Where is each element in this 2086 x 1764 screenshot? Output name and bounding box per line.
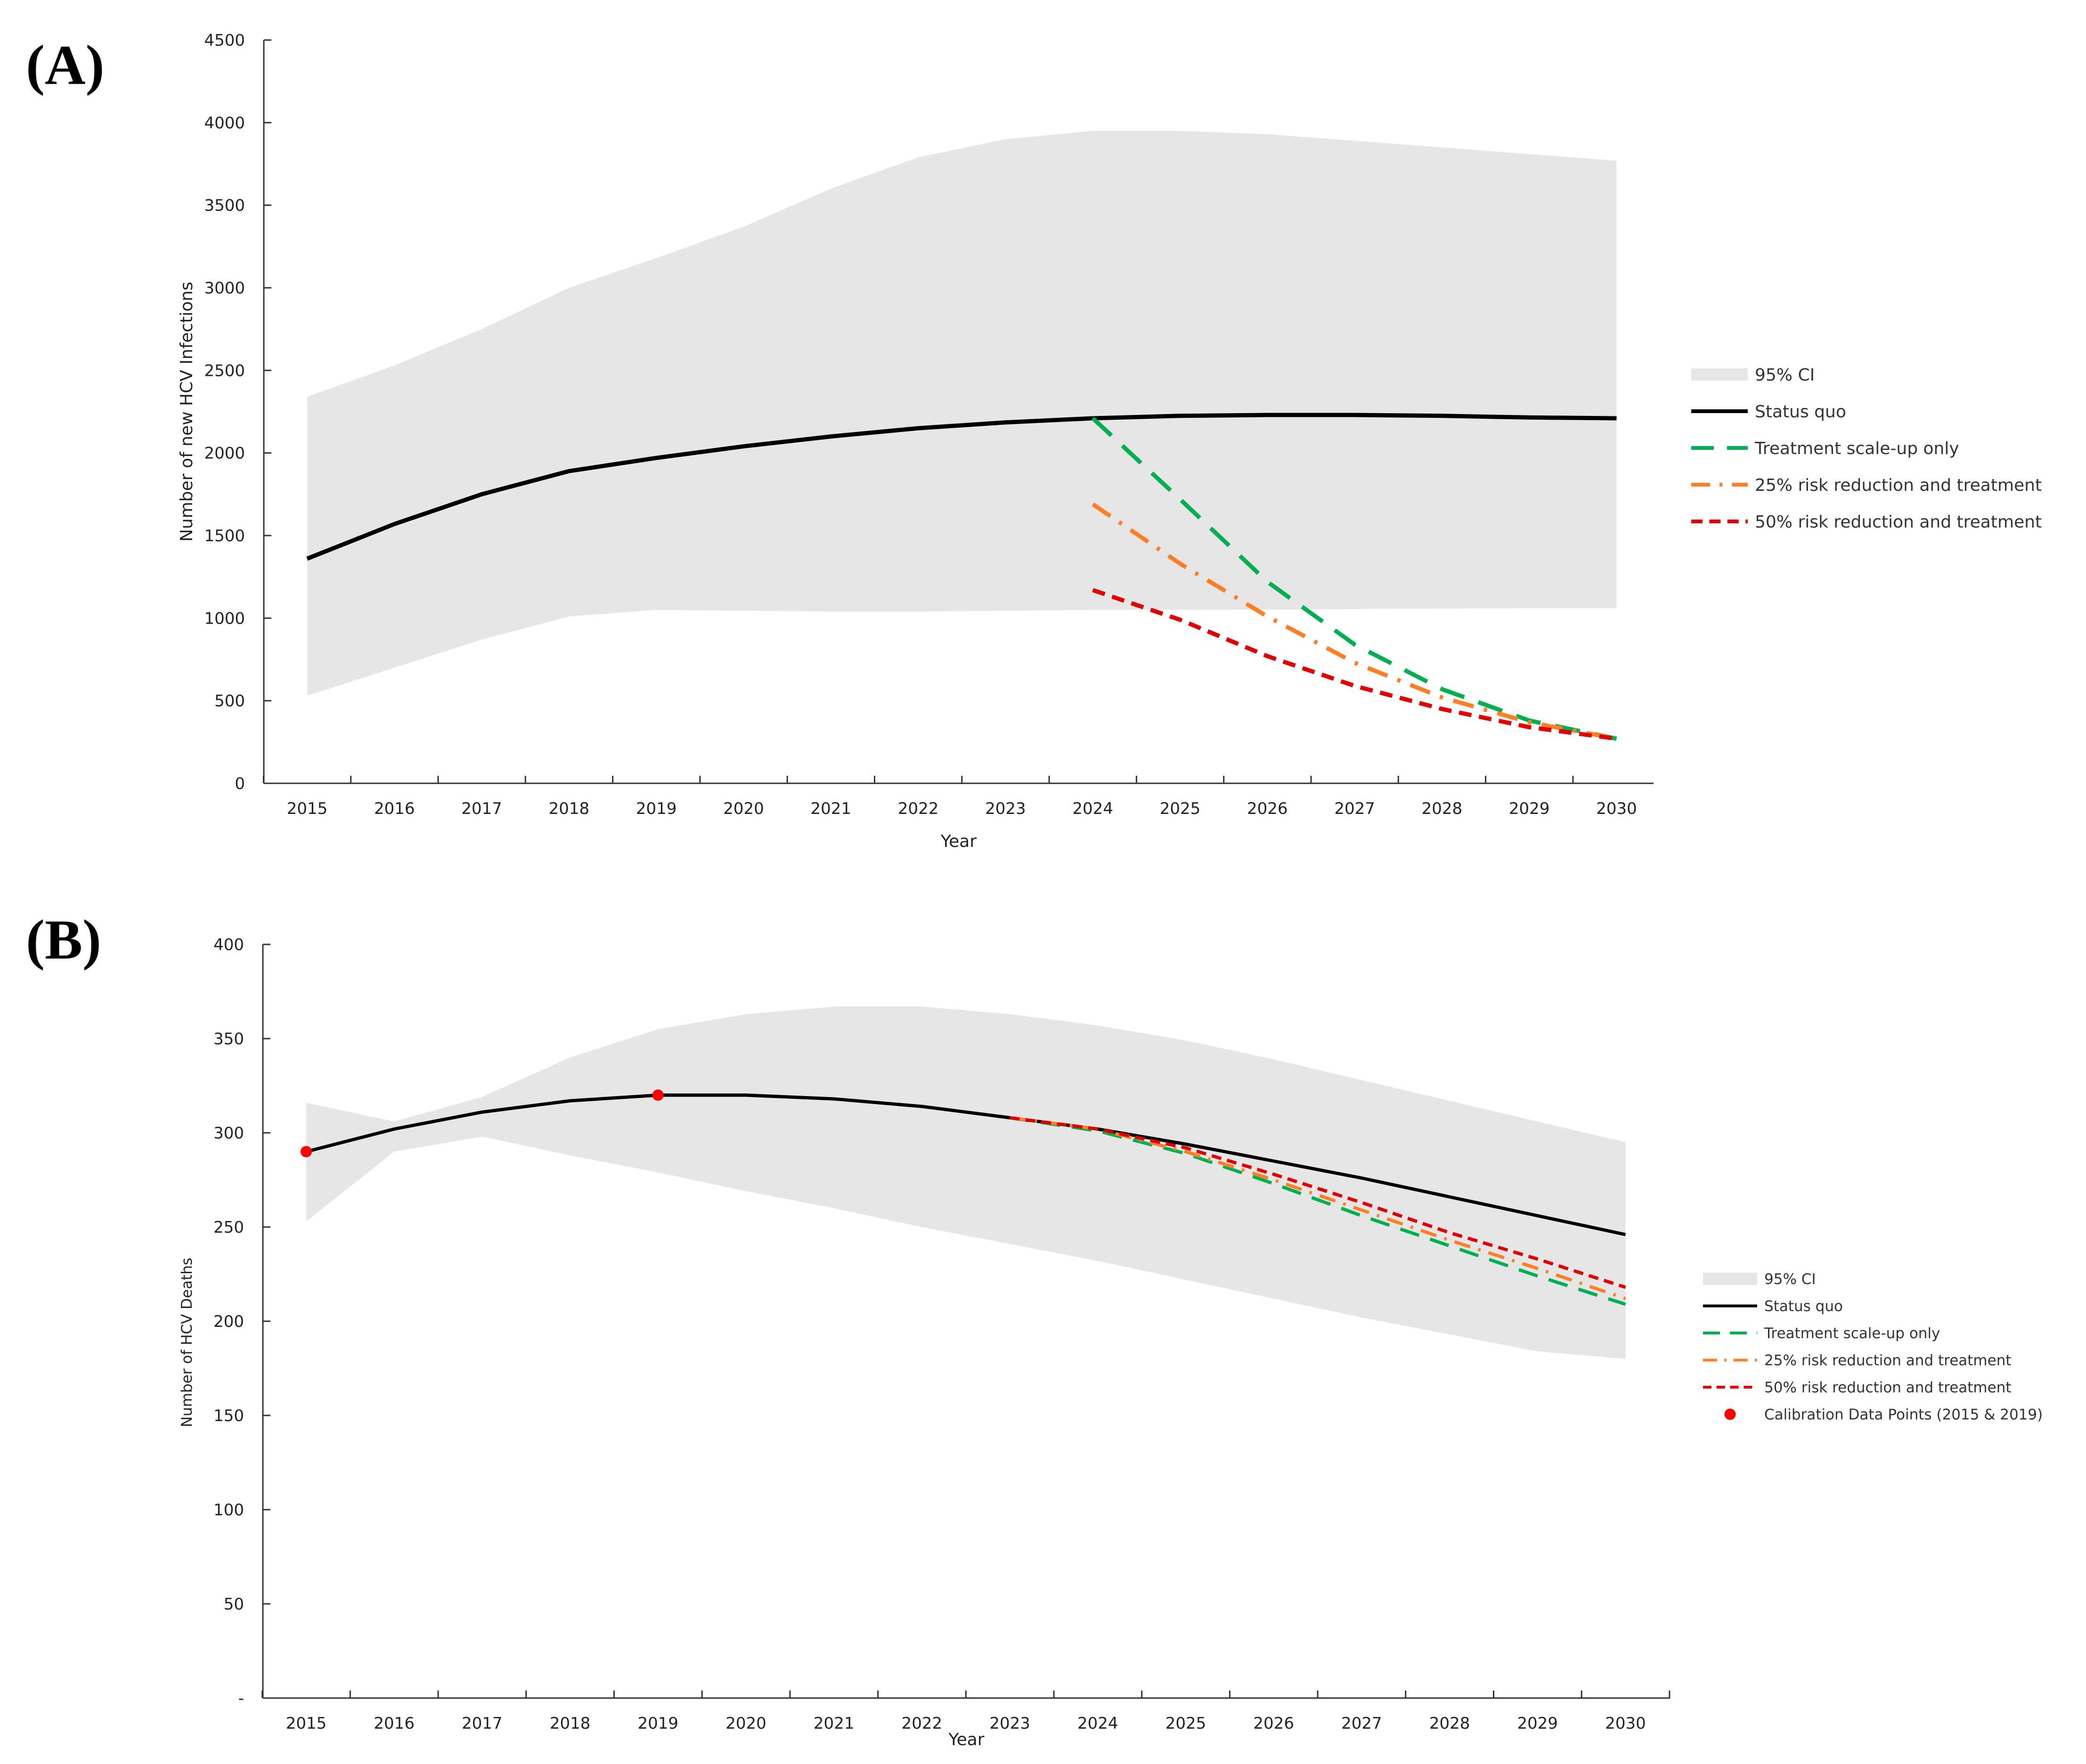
panel-a-x-tick-label: 2016 [374,799,415,818]
panel-b-legend-label: 95% CI [1764,1271,1816,1288]
panel-b-y-tick-label: 100 [213,1501,244,1520]
panel-b-x-tick-label: 2016 [374,1714,415,1733]
panel-b-x-tick-label: 2023 [989,1714,1030,1733]
panel-a-series-50-risk-reduction-and-treatment [1092,588,1617,741]
panel-a-x-tick-label: 2022 [898,799,939,818]
panel-a-legend-label: 50% risk reduction and treatment [1755,512,2042,532]
panel-a-x-tick-label: 2019 [636,799,677,818]
panel-a-y-tick-label: 0 [235,774,245,793]
panel-a-x-tick-label: 2024 [1072,799,1113,818]
panel-a-x-tick-label: 2030 [1596,799,1637,818]
panel-a-x-tick-label: 2027 [1334,799,1375,818]
panel-b-legend-label: 25% risk reduction and treatment [1764,1352,2012,1369]
panel-a-y-tick-label: 4500 [204,31,245,50]
panel-a-x-tick-label: 2026 [1247,799,1288,818]
panel-a-y-tick-label: 500 [214,692,245,711]
panel-a-legend-swatch-ci [1691,368,1748,381]
panel-b-x-tick-label: 2020 [725,1714,766,1733]
panel-b-series-treatment-scale-up-only [1010,1116,1626,1306]
panel-a-x-tick-label: 2029 [1509,799,1550,818]
panel-b-x-tick-label: 2019 [638,1714,679,1733]
panel-a-x-tick-label: 2025 [1160,799,1201,818]
panel-b-deaths-chart: (B) - 50 100 150 200 250 300 350 400 2015 2016 2017… [26,908,2043,1749]
panel-b-legend-label: Status quo [1764,1298,1843,1315]
panel-b-x-tick-label: 2017 [462,1714,503,1733]
panel-b-legend-swatch-ci [1703,1273,1757,1285]
panel-a-y-tick-label: 3500 [204,196,245,215]
panel-b-x-axis-title: Year [948,1730,984,1749]
panel-b-y-tick-label: 250 [213,1218,244,1237]
panel-a-x-tick-label: 2015 [287,799,328,818]
panel-a-y-tick-label: 4000 [204,114,245,132]
panel-b-x-tick-label: 2022 [902,1714,943,1733]
panel-b-y-tick-label: - [238,1689,244,1708]
panel-b-ci-band [306,1007,1626,1359]
panel-b-y-tick-label: 300 [213,1124,244,1143]
panel-a-legend: 95% CI Status quo Treatment scale-up only 2… [1691,366,2042,532]
panel-b-x-tick-label: 2029 [1517,1714,1558,1733]
panel-b-x-tick-label: 2027 [1341,1714,1382,1733]
panel-a-legend-label: 95% CI [1755,366,1815,385]
panel-a-y-tick-label: 2000 [204,444,245,463]
panel-b-y-tick-label: 150 [213,1406,244,1425]
panel-a-series-25-risk-reduction-and-treatment [1092,502,1617,741]
panel-a-y-tick-label: 1500 [204,527,245,545]
panel-b-y-tick-label: 400 [213,935,244,954]
panel-a-x-tick-label: 2028 [1422,799,1463,818]
panel-a-x-tick-label: 2020 [723,799,764,818]
panel-b-x-tick-label: 2028 [1429,1714,1470,1733]
panel-b-y-tick-label: 50 [224,1595,244,1614]
panel-a-y-tick-label: 1000 [204,609,245,628]
panel-a-y-axis-title: Number of new HCV Infections [177,282,196,542]
panel-a-y-tick-label: 2500 [204,361,245,380]
panel-a-ci-band [307,130,1617,696]
panel-b-series-50-risk-reduction-and-treatment [1010,1116,1626,1289]
panel-a-x-tick-label: 2018 [549,799,590,818]
panel-a-y-tick-label: 3000 [204,279,245,298]
panel-b-series-status-quo [306,1093,1626,1236]
panel-b-y-axis-title: Number of HCV Deaths [179,1258,196,1427]
panel-a-infections-chart: (A) 0 500 1000 1500 2000 2500 3000 3500 4000 4500… [26,31,2042,851]
panel-b-calibration-point [301,1146,312,1157]
panel-b-x-tick-label: 2024 [1077,1714,1118,1733]
panel-a-x-axis-title: Year [940,832,977,851]
panel-b-x-tick-label: 2021 [814,1714,855,1733]
panel-b-y-tick-label: 200 [213,1312,244,1331]
panel-b-legend-label: Treatment scale-up only [1764,1325,1940,1342]
panel-b-calibration-point [652,1089,664,1101]
panel-b-legend-label: Calibration Data Points (2015 & 2019) [1764,1406,2043,1423]
panel-a-x-tick-label: 2023 [985,799,1026,818]
panel-b-y-tick-label: 350 [213,1030,244,1049]
panel-b-x-tick-label: 2018 [550,1714,591,1733]
panel-a-x-tick-label: 2021 [811,799,852,818]
panel-b-x-tick-label: 2015 [286,1714,327,1733]
panel-a-series-status-quo [306,413,1617,561]
panel-a-legend-label: Treatment scale-up only [1754,439,1959,458]
panel-a-x-tick-label: 2017 [461,799,502,818]
panel-a-legend-label: Status quo [1755,402,1846,422]
panel-a-legend-label: 25% risk reduction and treatment [1755,476,2042,495]
panel-b-legend: 95% CI Status quo Treatment scale-up only 2… [1703,1271,2043,1423]
panel-b-x-tick-label: 2026 [1253,1714,1294,1733]
panel-a-label: (A) [26,33,105,96]
panel-b-series-25-risk-reduction-and-treatment [1010,1116,1626,1301]
panel-b-legend-label: 50% risk reduction and treatment [1764,1379,2012,1396]
panel-b-x-tick-label: 2025 [1165,1714,1206,1733]
panel-b-x-tick-label: 2030 [1605,1714,1646,1733]
panel-b-label: (B) [26,908,101,971]
panel-b-legend-swatch-dot [1724,1408,1736,1420]
